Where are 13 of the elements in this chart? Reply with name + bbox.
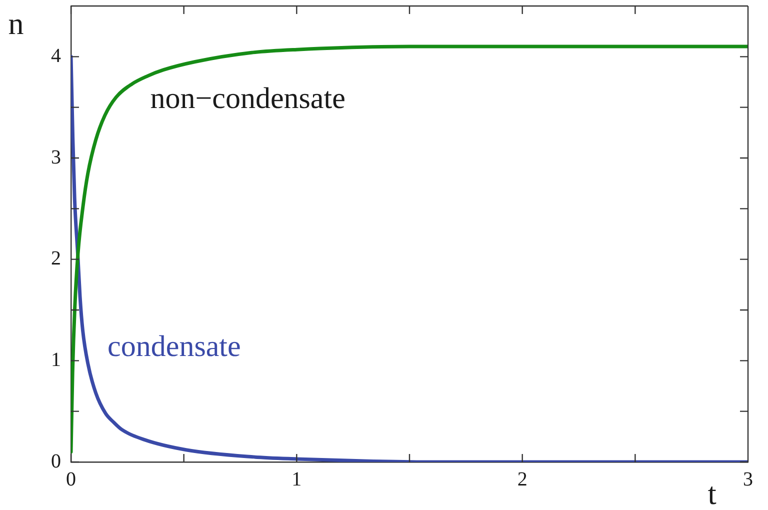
y-tick-label: 3 (51, 146, 61, 168)
series-label: non−condensate (150, 82, 346, 115)
y-tick-label: 2 (51, 248, 61, 270)
y-axis-title: n (8, 6, 24, 42)
x-tick-label: 2 (517, 468, 528, 490)
y-tick-label: 1 (51, 348, 61, 371)
x-axis-title: t (708, 476, 717, 510)
x-tick-label: 1 (292, 468, 302, 490)
y-tick-label: 4 (51, 44, 61, 67)
y-tick-label: 0 (51, 450, 61, 472)
x-tick-label: 3 (743, 468, 753, 490)
series-label: condensate (108, 330, 241, 363)
x-tick-label: 0 (66, 468, 76, 490)
